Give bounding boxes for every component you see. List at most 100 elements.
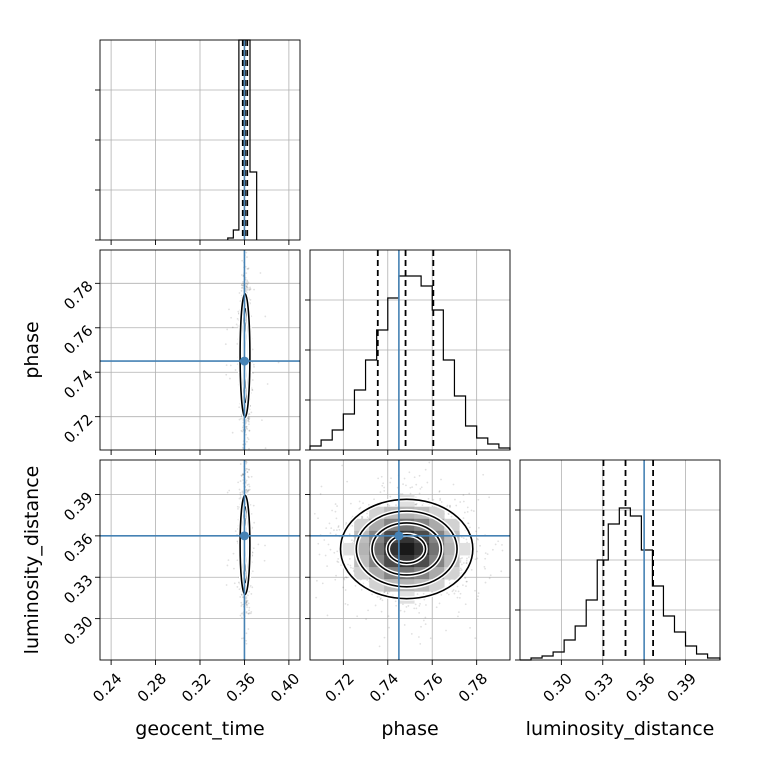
- sample-point: [377, 477, 380, 480]
- sample-point: [241, 430, 244, 433]
- sample-point: [477, 538, 479, 541]
- sample-point: [359, 506, 362, 509]
- y-tick-label: 0.36: [60, 530, 96, 566]
- sample-point: [248, 418, 250, 421]
- sample-point: [264, 447, 267, 450]
- sample-point: [584, 570, 586, 572]
- sample-point: [415, 607, 418, 610]
- sample-point: [405, 606, 408, 608]
- sample-point: [247, 489, 250, 491]
- sample-point: [240, 605, 243, 607]
- sample-point: [240, 601, 243, 604]
- sample-point: [351, 539, 353, 542]
- histogram-steps: [520, 507, 721, 661]
- sample-point: [331, 509, 333, 512]
- sample-point: [399, 609, 402, 612]
- sample-point: [463, 511, 466, 514]
- sample-point: [246, 489, 249, 492]
- sample-point: [239, 480, 242, 482]
- sample-point: [438, 602, 441, 605]
- sample-point: [232, 552, 235, 555]
- sample-point: [245, 632, 248, 635]
- sample-point: [335, 574, 337, 577]
- sample-point: [246, 267, 249, 270]
- sample-point: [366, 452, 368, 454]
- density-cell: [399, 542, 415, 556]
- sample-point: [245, 247, 247, 249]
- sample-point: [470, 568, 473, 571]
- sample-point: [246, 417, 249, 420]
- sample-point: [245, 433, 247, 436]
- sample-point: [349, 564, 352, 567]
- sample-point: [326, 614, 329, 617]
- y-tick-label: 0.78: [60, 277, 96, 313]
- sample-point: [337, 561, 340, 564]
- sample-point: [316, 579, 318, 582]
- sample-point: [245, 662, 247, 664]
- sample-point: [474, 589, 476, 592]
- sample-point: [239, 614, 242, 617]
- sample-point: [329, 532, 332, 535]
- sample-point: [428, 461, 431, 464]
- sample-point: [236, 540, 239, 543]
- sample-point: [236, 505, 239, 508]
- y-tick-label: 0.33: [60, 571, 96, 607]
- sample-point: [418, 611, 421, 614]
- sample-point: [252, 547, 255, 550]
- sample-point: [303, 534, 305, 536]
- x-tick-label: 0.24: [89, 670, 125, 706]
- sample-point: [278, 531, 280, 533]
- sample-point: [246, 440, 248, 443]
- sample-point: [489, 574, 492, 577]
- sample-point: [261, 419, 263, 422]
- sample-point: [465, 562, 468, 565]
- sample-point: [424, 616, 427, 619]
- sample-point: [237, 481, 240, 484]
- sample-point: [249, 288, 252, 290]
- sample-point: [250, 593, 253, 595]
- sample-point: [362, 502, 364, 505]
- sample-point: [247, 612, 249, 615]
- sample-point: [379, 598, 382, 601]
- sample-point: [484, 581, 487, 584]
- sample-point: [399, 493, 402, 495]
- sample-point: [247, 420, 249, 422]
- sample-point: [438, 490, 441, 492]
- sample-point: [422, 592, 425, 595]
- sample-point: [263, 559, 266, 562]
- sample-point: [466, 511, 469, 513]
- sample-point: [246, 484, 249, 486]
- sample-point: [402, 483, 404, 486]
- sample-point: [456, 596, 459, 599]
- sample-point: [479, 544, 481, 547]
- sample-point: [475, 530, 477, 533]
- sample-point: [264, 315, 267, 318]
- histogram-steps: [309, 275, 511, 450]
- sample-point: [245, 603, 248, 605]
- sample-point: [371, 390, 373, 392]
- sample-point: [231, 431, 234, 434]
- sample-point: [240, 289, 243, 292]
- sample-point: [394, 406, 396, 408]
- sample-point: [242, 280, 244, 283]
- x-axis-label-phase: phase: [381, 718, 438, 740]
- sample-point: [386, 420, 388, 422]
- sample-point: [248, 606, 251, 609]
- sample-point: [407, 605, 410, 607]
- panel-frame: [519, 459, 721, 661]
- sample-point: [248, 468, 250, 471]
- sample-point: [328, 522, 331, 525]
- sample-point: [427, 497, 430, 500]
- sample-point: [459, 592, 462, 595]
- sample-point: [196, 588, 198, 590]
- sample-point: [337, 525, 340, 527]
- sample-point: [465, 538, 468, 541]
- sample-point: [474, 558, 477, 561]
- sample-point: [366, 516, 369, 519]
- sample-point: [395, 504, 397, 506]
- panel-frame: [309, 459, 511, 661]
- sample-point: [266, 519, 268, 521]
- sample-point: [320, 485, 323, 488]
- sample-point: [342, 586, 345, 589]
- sample-point: [248, 416, 251, 419]
